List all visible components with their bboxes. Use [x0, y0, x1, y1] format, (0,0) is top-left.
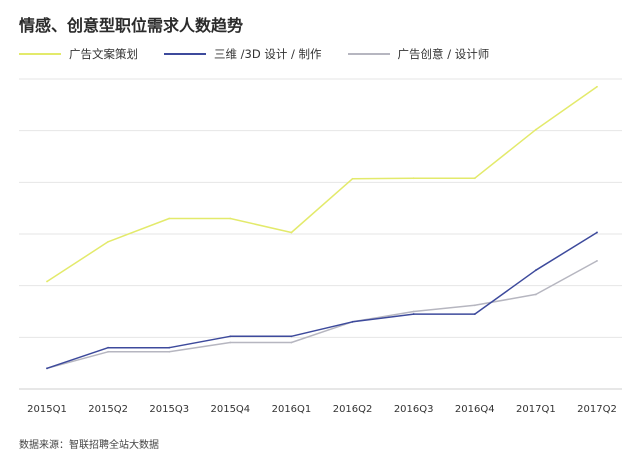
x-tick-label: 2015Q2: [88, 404, 128, 415]
legend-swatch-series-3: [347, 53, 390, 55]
x-tick-label: 2017Q2: [577, 404, 617, 415]
x-tick-label: 2016Q1: [272, 404, 312, 415]
series-1-point: [412, 177, 415, 180]
series-2-point: [46, 367, 48, 370]
data-source-note: 数据来源：智联招聘全站大数据: [19, 440, 159, 451]
x-tick-label: 2015Q4: [210, 404, 250, 415]
series-1-point: [534, 128, 537, 131]
series-2-point: [473, 313, 476, 315]
series-1-point: [46, 280, 48, 283]
series-3-line: [46, 260, 598, 370]
series-2-point: [229, 335, 232, 338]
legend-label-series-2: 三维 /3D 设计 / 制作: [214, 47, 322, 61]
legend-label-series-1: 广告文案策划: [69, 47, 138, 61]
series-3-group: [46, 259, 598, 370]
legend-item-series-2: 三维 /3D 设计 / 制作: [164, 46, 322, 62]
series-2-point: [534, 269, 537, 272]
x-tick-label: 2015Q3: [149, 404, 189, 415]
legend-label-series-3: 广告创意 / 设计师: [397, 47, 490, 61]
series-1-point: [229, 217, 232, 220]
series-3-point: [473, 304, 476, 307]
series-2-point: [351, 320, 354, 323]
legend-item-series-3: 广告创意 / 设计师: [347, 46, 490, 62]
series-2-group: [46, 231, 598, 370]
series-2-point: [168, 346, 171, 349]
series-3-point: [290, 341, 293, 344]
series-2-point: [107, 346, 110, 349]
series-2-point: [290, 335, 293, 338]
chart-title: 情感、创意型职位需求人数趋势: [19, 16, 244, 35]
series-3-point: [596, 259, 598, 262]
series-3-point: [107, 350, 110, 353]
series-1-point: [107, 240, 110, 243]
series-1-group: [46, 85, 598, 283]
x-tick-label: 2015Q1: [27, 404, 67, 415]
series-1-point: [168, 217, 171, 220]
series-3-point: [229, 341, 232, 344]
series-3-point: [168, 350, 171, 353]
series-2-line: [46, 231, 598, 370]
series-3-point: [534, 293, 537, 296]
legend-item-series-1: 广告文案策划: [19, 46, 138, 62]
x-tick-label: 2016Q3: [394, 404, 434, 415]
chart-legend: 广告文案策划 三维 /3D 设计 / 制作 广告创意 / 设计师: [19, 46, 515, 62]
legend-swatch-series-1: [19, 53, 61, 55]
series-1-point: [473, 177, 476, 180]
series-1-point: [290, 231, 293, 234]
series-1-point: [596, 85, 598, 88]
x-tick-label: 2016Q4: [455, 404, 495, 415]
x-tick-label: 2017Q1: [516, 404, 556, 415]
series-1-line: [46, 86, 598, 283]
series-3-point: [412, 310, 415, 313]
legend-swatch-series-2: [164, 53, 206, 55]
series-1-point: [351, 177, 354, 180]
x-tick-label: 2016Q2: [333, 404, 373, 415]
series-2-point: [596, 231, 598, 234]
series-2-point: [412, 313, 415, 315]
